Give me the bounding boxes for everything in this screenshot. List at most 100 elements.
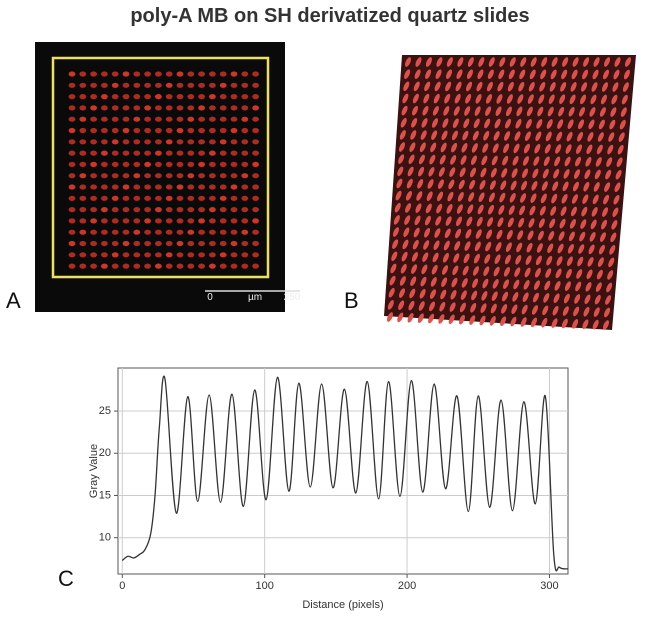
peak: [471, 143, 478, 153]
spot: [79, 184, 87, 190]
peak: [441, 130, 448, 141]
peak: [562, 306, 569, 316]
peak: [513, 143, 520, 154]
peak: [488, 57, 495, 67]
peak: [495, 242, 502, 252]
peak: [554, 280, 561, 291]
peak: [388, 287, 395, 298]
peak: [397, 166, 404, 177]
peak: [431, 264, 438, 275]
spot: [133, 207, 141, 213]
peak: [603, 194, 610, 205]
peak: [540, 69, 547, 80]
peak: [427, 179, 434, 189]
peak: [582, 69, 589, 80]
spot: [101, 127, 108, 134]
spot: [252, 218, 259, 224]
peak: [494, 254, 501, 265]
peak: [553, 293, 560, 304]
spot: [68, 263, 76, 269]
peak: [518, 217, 525, 228]
peak: [455, 216, 463, 227]
peak: [622, 82, 629, 92]
peak: [533, 280, 540, 290]
peak: [459, 302, 466, 313]
spot: [79, 263, 87, 269]
spot: [230, 71, 238, 77]
peak: [486, 81, 493, 92]
peak: [588, 244, 595, 255]
spot: [79, 139, 87, 145]
peak: [411, 117, 418, 128]
peak: [585, 156, 592, 167]
peak: [580, 94, 587, 105]
peak: [442, 252, 449, 263]
peak: [552, 305, 559, 316]
peak: [506, 229, 513, 240]
spot: [90, 150, 97, 156]
spot: [101, 263, 108, 269]
peak: [476, 81, 483, 92]
peak: [488, 192, 495, 203]
spot: [133, 218, 141, 224]
spot: [187, 82, 195, 88]
peak: [497, 217, 504, 228]
peak: [399, 130, 406, 140]
spot: [241, 116, 249, 122]
peak: [528, 218, 535, 228]
spot: [198, 116, 206, 122]
spot: [122, 71, 130, 77]
peak: [588, 119, 595, 130]
peak: [389, 275, 396, 286]
peak: [415, 203, 422, 213]
peak: [503, 267, 510, 277]
peak: [574, 156, 582, 167]
spot: [101, 139, 108, 145]
spot: [176, 240, 184, 247]
spot: [198, 240, 206, 247]
peak: [553, 168, 560, 179]
peak: [395, 190, 402, 201]
peak: [479, 315, 486, 326]
peak: [414, 215, 421, 226]
peak: [512, 155, 519, 166]
peak: [560, 82, 567, 92]
peak: [586, 269, 593, 280]
spot: [219, 94, 227, 100]
spot: [165, 94, 173, 100]
spot: [176, 82, 184, 88]
spot: [68, 252, 76, 258]
spot: [155, 127, 162, 134]
spot: [79, 127, 87, 134]
peak: [431, 118, 439, 128]
peak: [400, 263, 407, 274]
spot: [122, 94, 130, 100]
peak: [537, 106, 544, 117]
peak: [570, 82, 577, 92]
peak: [502, 155, 509, 166]
peak: [442, 118, 449, 128]
spot: [187, 218, 195, 224]
spot: [198, 184, 206, 190]
spot: [209, 161, 216, 167]
peak: [614, 57, 621, 67]
spot: [79, 252, 87, 258]
spot: [68, 116, 76, 122]
spot: [79, 161, 87, 167]
peak: [489, 315, 496, 326]
spot: [198, 105, 206, 111]
peak: [559, 218, 566, 229]
peak: [453, 106, 460, 116]
peak: [598, 119, 605, 130]
spot: [111, 184, 119, 190]
peak: [396, 178, 403, 189]
peak: [392, 239, 399, 249]
spot: [241, 139, 249, 145]
peak: [610, 107, 617, 117]
peak: [563, 293, 570, 304]
peak: [445, 216, 452, 226]
peak: [561, 193, 568, 204]
spot: [68, 207, 76, 213]
peak: [435, 215, 442, 226]
spot: [133, 94, 141, 100]
